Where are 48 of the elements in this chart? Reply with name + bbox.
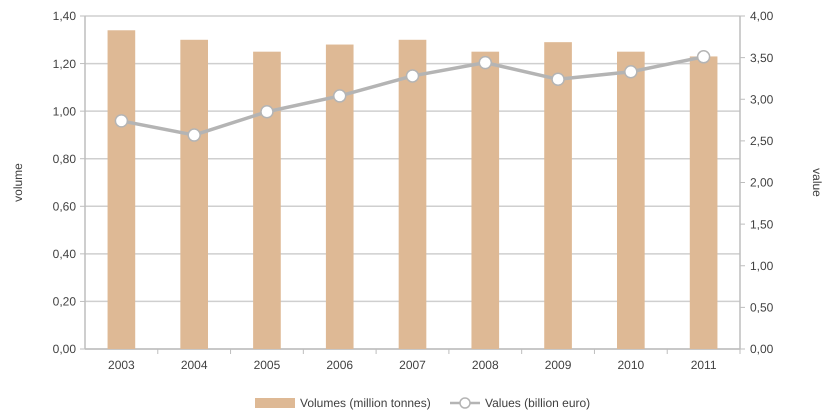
point xyxy=(406,69,420,83)
y2-tick-label: 2,50 xyxy=(750,134,774,148)
point xyxy=(187,128,201,142)
legend-label: Volumes (million tonnes) xyxy=(300,396,431,410)
x-tick-label: 2008 xyxy=(472,358,499,372)
y-tick-label: 1,40 xyxy=(52,9,76,24)
point xyxy=(551,72,565,86)
y-tick-label: 1,20 xyxy=(52,56,76,71)
x-tick-label: 2007 xyxy=(399,358,426,372)
y2-tick-label: 3,50 xyxy=(750,50,774,65)
bar xyxy=(544,42,572,349)
point xyxy=(332,89,346,103)
point xyxy=(696,50,710,64)
y2-axis-title: value xyxy=(810,168,824,198)
x-tick-label: 2006 xyxy=(326,358,354,372)
bar xyxy=(471,52,500,349)
y-tick-label: 1,00 xyxy=(52,104,76,118)
bar xyxy=(180,40,208,349)
point xyxy=(260,104,274,118)
y2-tick-label: 3,00 xyxy=(750,92,774,106)
y-tick-label: 0,60 xyxy=(52,199,76,214)
x-tick-label: 2003 xyxy=(108,358,136,372)
y-axis-title: volume xyxy=(11,162,25,202)
bar xyxy=(398,40,426,349)
y2-tick-label: 0,00 xyxy=(750,342,774,356)
x-tick-label: 2004 xyxy=(180,358,208,372)
y-tick-label: 0,80 xyxy=(52,152,76,166)
y-tick-label: 0,00 xyxy=(52,342,76,356)
bar xyxy=(326,44,354,349)
y2-tick-label: 1,50 xyxy=(750,217,774,232)
x-tick-label: 2011 xyxy=(690,358,717,372)
x-tick-label: 2010 xyxy=(617,358,645,372)
x-tick-label: 2005 xyxy=(254,358,281,372)
y2-tick-label: 2,00 xyxy=(750,176,774,190)
y2-tick-label: 1,00 xyxy=(750,258,774,273)
y2-tick-label: 0,50 xyxy=(750,300,774,315)
bar xyxy=(253,52,281,349)
bar xyxy=(690,56,718,349)
legend-label: Values (billion euro) xyxy=(485,396,590,410)
y-tick-label: 0,20 xyxy=(52,294,76,309)
y2-tick-label: 4,00 xyxy=(750,9,774,24)
y-tick-label: 0,40 xyxy=(52,247,76,262)
x-tick-label: 2009 xyxy=(544,358,572,372)
point xyxy=(114,114,128,128)
point xyxy=(478,56,492,70)
bar xyxy=(617,52,645,349)
bar xyxy=(108,30,136,349)
point xyxy=(624,65,638,79)
